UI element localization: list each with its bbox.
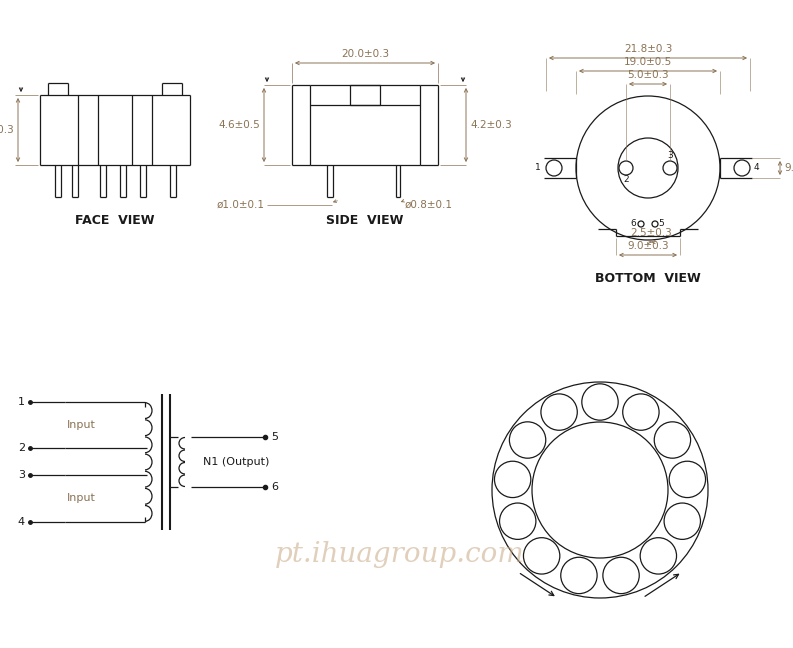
- Text: 4.2±0.3: 4.2±0.3: [470, 120, 511, 130]
- Text: 21.8±0.3: 21.8±0.3: [624, 44, 672, 54]
- Text: 7.5±0.3: 7.5±0.3: [0, 125, 14, 135]
- Text: 20.0±0.3: 20.0±0.3: [341, 49, 389, 59]
- Text: 19.0±0.5: 19.0±0.5: [624, 57, 672, 67]
- Text: 4: 4: [753, 163, 759, 172]
- Text: Input: Input: [67, 493, 96, 503]
- Text: 9.0±0.3: 9.0±0.3: [627, 241, 668, 251]
- Text: 3: 3: [667, 152, 673, 161]
- Text: SIDE  VIEW: SIDE VIEW: [326, 213, 404, 227]
- Text: 1: 1: [535, 163, 541, 172]
- Text: 4: 4: [18, 517, 25, 527]
- Text: Input: Input: [67, 420, 96, 430]
- Text: FACE  VIEW: FACE VIEW: [75, 213, 155, 227]
- Text: 5.0±0.3: 5.0±0.3: [627, 70, 668, 80]
- Text: 5: 5: [271, 432, 278, 442]
- Text: 4.6±0.5: 4.6±0.5: [218, 120, 260, 130]
- Text: pt.ihuagroup.com: pt.ihuagroup.com: [275, 542, 525, 568]
- Text: 5: 5: [658, 220, 664, 229]
- Text: BOTTOM  VIEW: BOTTOM VIEW: [595, 272, 701, 284]
- Text: 9.2±0.5: 9.2±0.5: [784, 163, 793, 173]
- Text: N1 (Output): N1 (Output): [203, 457, 270, 467]
- Text: ø0.8±0.1: ø0.8±0.1: [405, 200, 453, 210]
- Text: 2.5±0.3: 2.5±0.3: [630, 228, 672, 238]
- Text: 2: 2: [18, 443, 25, 453]
- Text: 6: 6: [271, 482, 278, 492]
- Text: 6: 6: [630, 220, 636, 229]
- Text: ø1.0±0.1: ø1.0±0.1: [217, 200, 265, 210]
- Text: 2: 2: [623, 176, 629, 185]
- Text: 1: 1: [18, 397, 25, 407]
- Text: 3: 3: [18, 470, 25, 480]
